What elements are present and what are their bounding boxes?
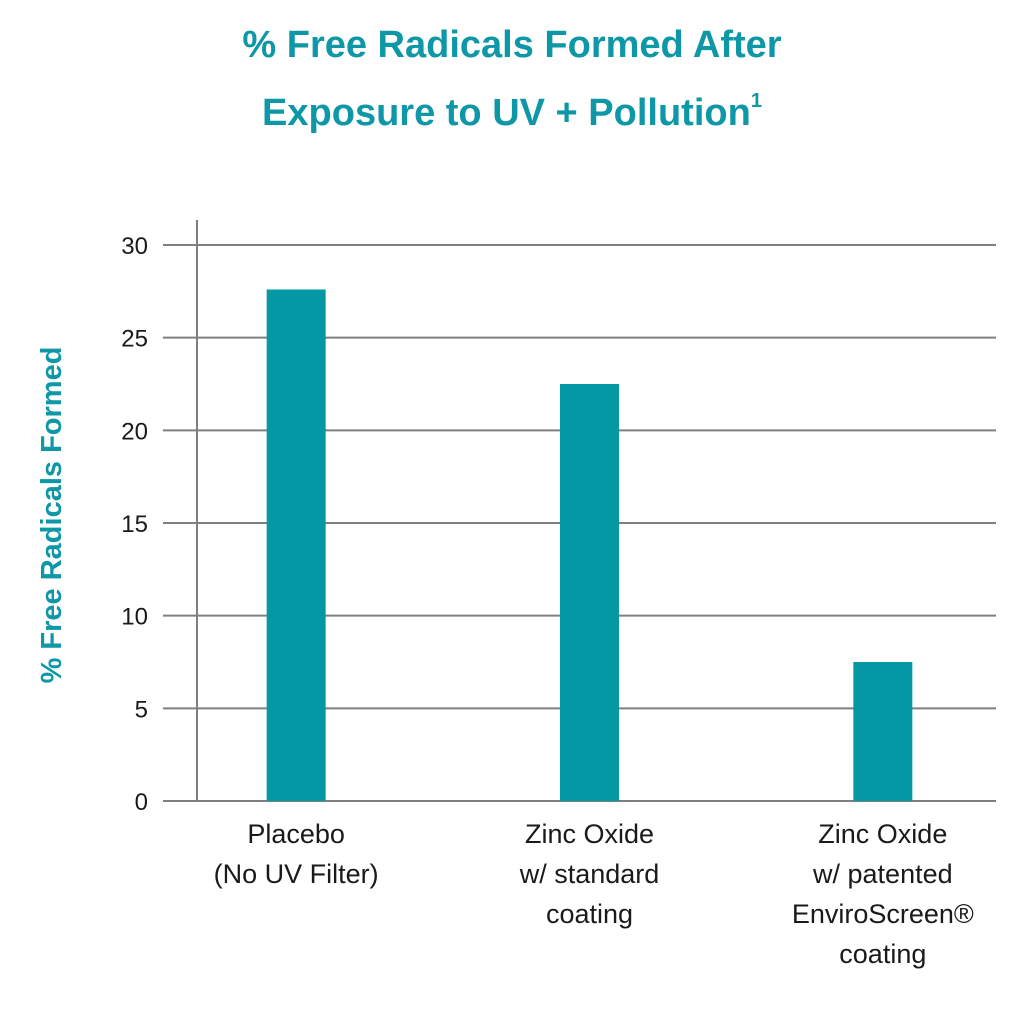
category-label-line: (No UV Filter)	[214, 859, 379, 889]
y-tick-label: 5	[135, 696, 148, 723]
y-tick-label: 15	[121, 511, 148, 538]
category-label-line: EnviroScreen®	[792, 899, 974, 929]
y-tick-label: 20	[121, 418, 148, 445]
y-tick-label: 10	[121, 604, 148, 631]
category-label-line: Zinc Oxide	[525, 819, 654, 849]
chart-title-line-1: % Free Radicals Formed After	[0, 18, 1024, 72]
chart-title-text-1: % Free Radicals Formed After	[242, 24, 782, 66]
category-label: Zinc Oxide w/ standard coating	[519, 819, 660, 929]
category-label: Zinc Oxide w/ patented EnviroScreen® coatin…	[792, 819, 974, 969]
category-label-line: coating	[546, 899, 633, 929]
category-label-line: Zinc Oxide	[818, 819, 947, 849]
chart-title-text-2: Exposure to UV + Pollution	[262, 92, 751, 134]
y-tick-label: 25	[121, 326, 148, 353]
chart-title-footnote: 1	[750, 90, 762, 112]
bar-1	[560, 384, 619, 801]
bar-0	[266, 289, 326, 801]
y-tick-label: 0	[135, 789, 148, 816]
category-label: Placebo (No UV Filter)	[214, 819, 379, 889]
category-label-line: w/ patented	[812, 859, 953, 889]
category-label-line: Placebo	[247, 819, 345, 849]
y-axis-title: % Free Radicals Formed	[36, 347, 68, 684]
y-tick-labels: 0 5 10 15 20 25 30	[121, 233, 148, 816]
category-label-line: w/ standard	[519, 859, 660, 889]
chart-title-line-2: Exposure to UV + Pollution1	[0, 74, 1024, 140]
bars	[266, 289, 913, 801]
category-label-line: coating	[839, 939, 926, 969]
x-category-labels: Placebo (No UV Filter) Zinc Oxide w/ standa…	[214, 819, 974, 969]
bar-2	[853, 662, 913, 801]
y-tick-label: 30	[121, 233, 148, 260]
